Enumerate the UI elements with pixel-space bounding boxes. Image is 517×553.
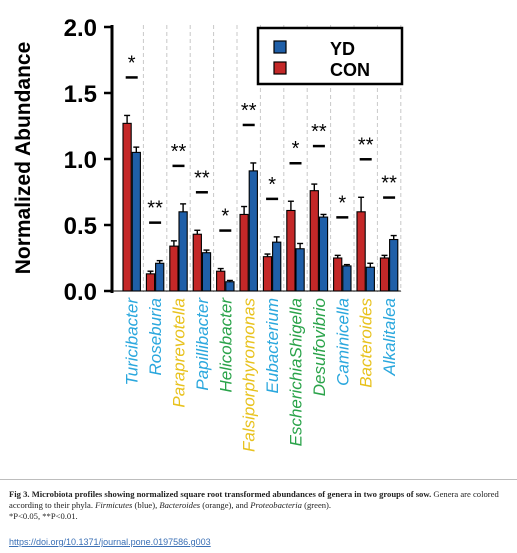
bar-con xyxy=(169,245,179,292)
bar-con xyxy=(239,213,249,292)
x-tick-label: Papillibacter xyxy=(193,297,212,391)
bar-con xyxy=(286,209,296,292)
x-tick-label: Falsiporphyromonas xyxy=(240,298,259,453)
bar-yd xyxy=(178,211,188,292)
bar-con xyxy=(356,211,366,292)
phylum-proteobacteria: Proteobacteria xyxy=(250,500,302,510)
significance-label: ** xyxy=(241,100,257,122)
phylum-bacteroides: Bacteroides xyxy=(159,500,201,510)
significance-label: ** xyxy=(147,198,163,220)
x-tick-label: Caminicella xyxy=(333,298,352,386)
x-tick-label: EscherichiaShigella xyxy=(287,298,306,446)
caption-text: Genera are colored according to their ph… xyxy=(9,489,499,510)
legend-box xyxy=(256,26,404,86)
y-tick-label: 0.5 xyxy=(64,213,97,240)
bar-series xyxy=(122,114,399,292)
figure-title: Microbiota profiles showing normalized s… xyxy=(31,489,432,499)
bar-yd xyxy=(272,241,282,292)
significance-label: * xyxy=(221,206,229,228)
y-tick-labels: 0.0 0.5 1.0 1.5 2.0 xyxy=(64,15,112,306)
bar-yd xyxy=(155,262,165,292)
legend-label-con: CON xyxy=(330,60,370,80)
legend: YD CON xyxy=(256,26,404,86)
divider xyxy=(0,479,517,480)
y-tick-label: 1.0 xyxy=(64,147,97,174)
bar-con xyxy=(216,270,226,292)
bar-yd xyxy=(248,170,258,292)
x-tick-label: Helicobacter xyxy=(216,297,235,393)
significance-label: * xyxy=(128,52,136,74)
significance-note: *P<0.05, **P<0.01. xyxy=(9,511,78,521)
doi-link[interactable]: https://doi.org/10.1371/journal.pone.019… xyxy=(9,537,211,547)
significance-label: * xyxy=(292,138,300,160)
bar-yd xyxy=(365,266,375,292)
legend-label-yd: YD xyxy=(330,39,355,59)
x-tick-label: Roseburia xyxy=(146,298,165,376)
x-tick-label: Paraprevotella xyxy=(170,298,189,408)
bar-con xyxy=(309,190,319,292)
significance-label: ** xyxy=(171,141,187,163)
bar-yd xyxy=(201,252,212,292)
bar-yd xyxy=(295,248,305,292)
bar-yd xyxy=(342,265,352,292)
bar-yd xyxy=(131,151,141,292)
x-tick-label: Eubacterium xyxy=(263,298,282,393)
significance-label: * xyxy=(268,174,276,196)
phylum-proteobacteria-color: (green). xyxy=(304,500,332,510)
significance-label: ** xyxy=(381,173,397,195)
x-tick-label: Desulfovibrio xyxy=(310,298,329,396)
bar-chart: 0.00.51.01.52.0 Normalized Abundance ***… xyxy=(12,15,404,452)
y-tick-label: 0.0 xyxy=(64,279,97,306)
phylum-firmicutes-color: (blue), xyxy=(134,500,158,510)
bar-con xyxy=(333,257,343,292)
significance-markers: ******************* xyxy=(125,52,397,232)
x-tick-label: Turicibacter xyxy=(123,297,142,386)
figure-label: Fig 3. xyxy=(9,489,30,499)
phylum-firmicutes: Firmicutes xyxy=(95,500,133,510)
figure-caption: Fig 3. Microbiota profiles showing norma… xyxy=(9,489,509,522)
bar-con xyxy=(262,256,273,292)
x-tick-labels: Turicibacter Roseburia Paraprevotella Papil… xyxy=(123,297,399,452)
bar-yd xyxy=(318,216,329,292)
bar-con xyxy=(145,273,156,292)
y-axis-label: Normalized Abundance xyxy=(12,42,35,275)
phylum-bacteroides-color: (orange), and xyxy=(202,500,249,510)
y-tick-label: 2.0 xyxy=(64,15,97,42)
bar-yd xyxy=(389,238,399,292)
bar-yd xyxy=(225,281,235,292)
bar-con xyxy=(379,257,390,292)
bar-con xyxy=(192,233,202,292)
legend-swatch-con xyxy=(273,61,287,75)
significance-label: ** xyxy=(194,167,210,189)
legend-swatch-yd xyxy=(273,40,287,54)
x-tick-label: Bacteroides xyxy=(357,298,376,388)
significance-label: * xyxy=(338,192,346,214)
significance-label: ** xyxy=(358,134,374,156)
significance-label: ** xyxy=(311,121,327,143)
y-tick-label: 1.5 xyxy=(64,81,97,108)
x-tick-label: Alkalitalea xyxy=(380,298,399,377)
bar-con xyxy=(122,122,132,292)
